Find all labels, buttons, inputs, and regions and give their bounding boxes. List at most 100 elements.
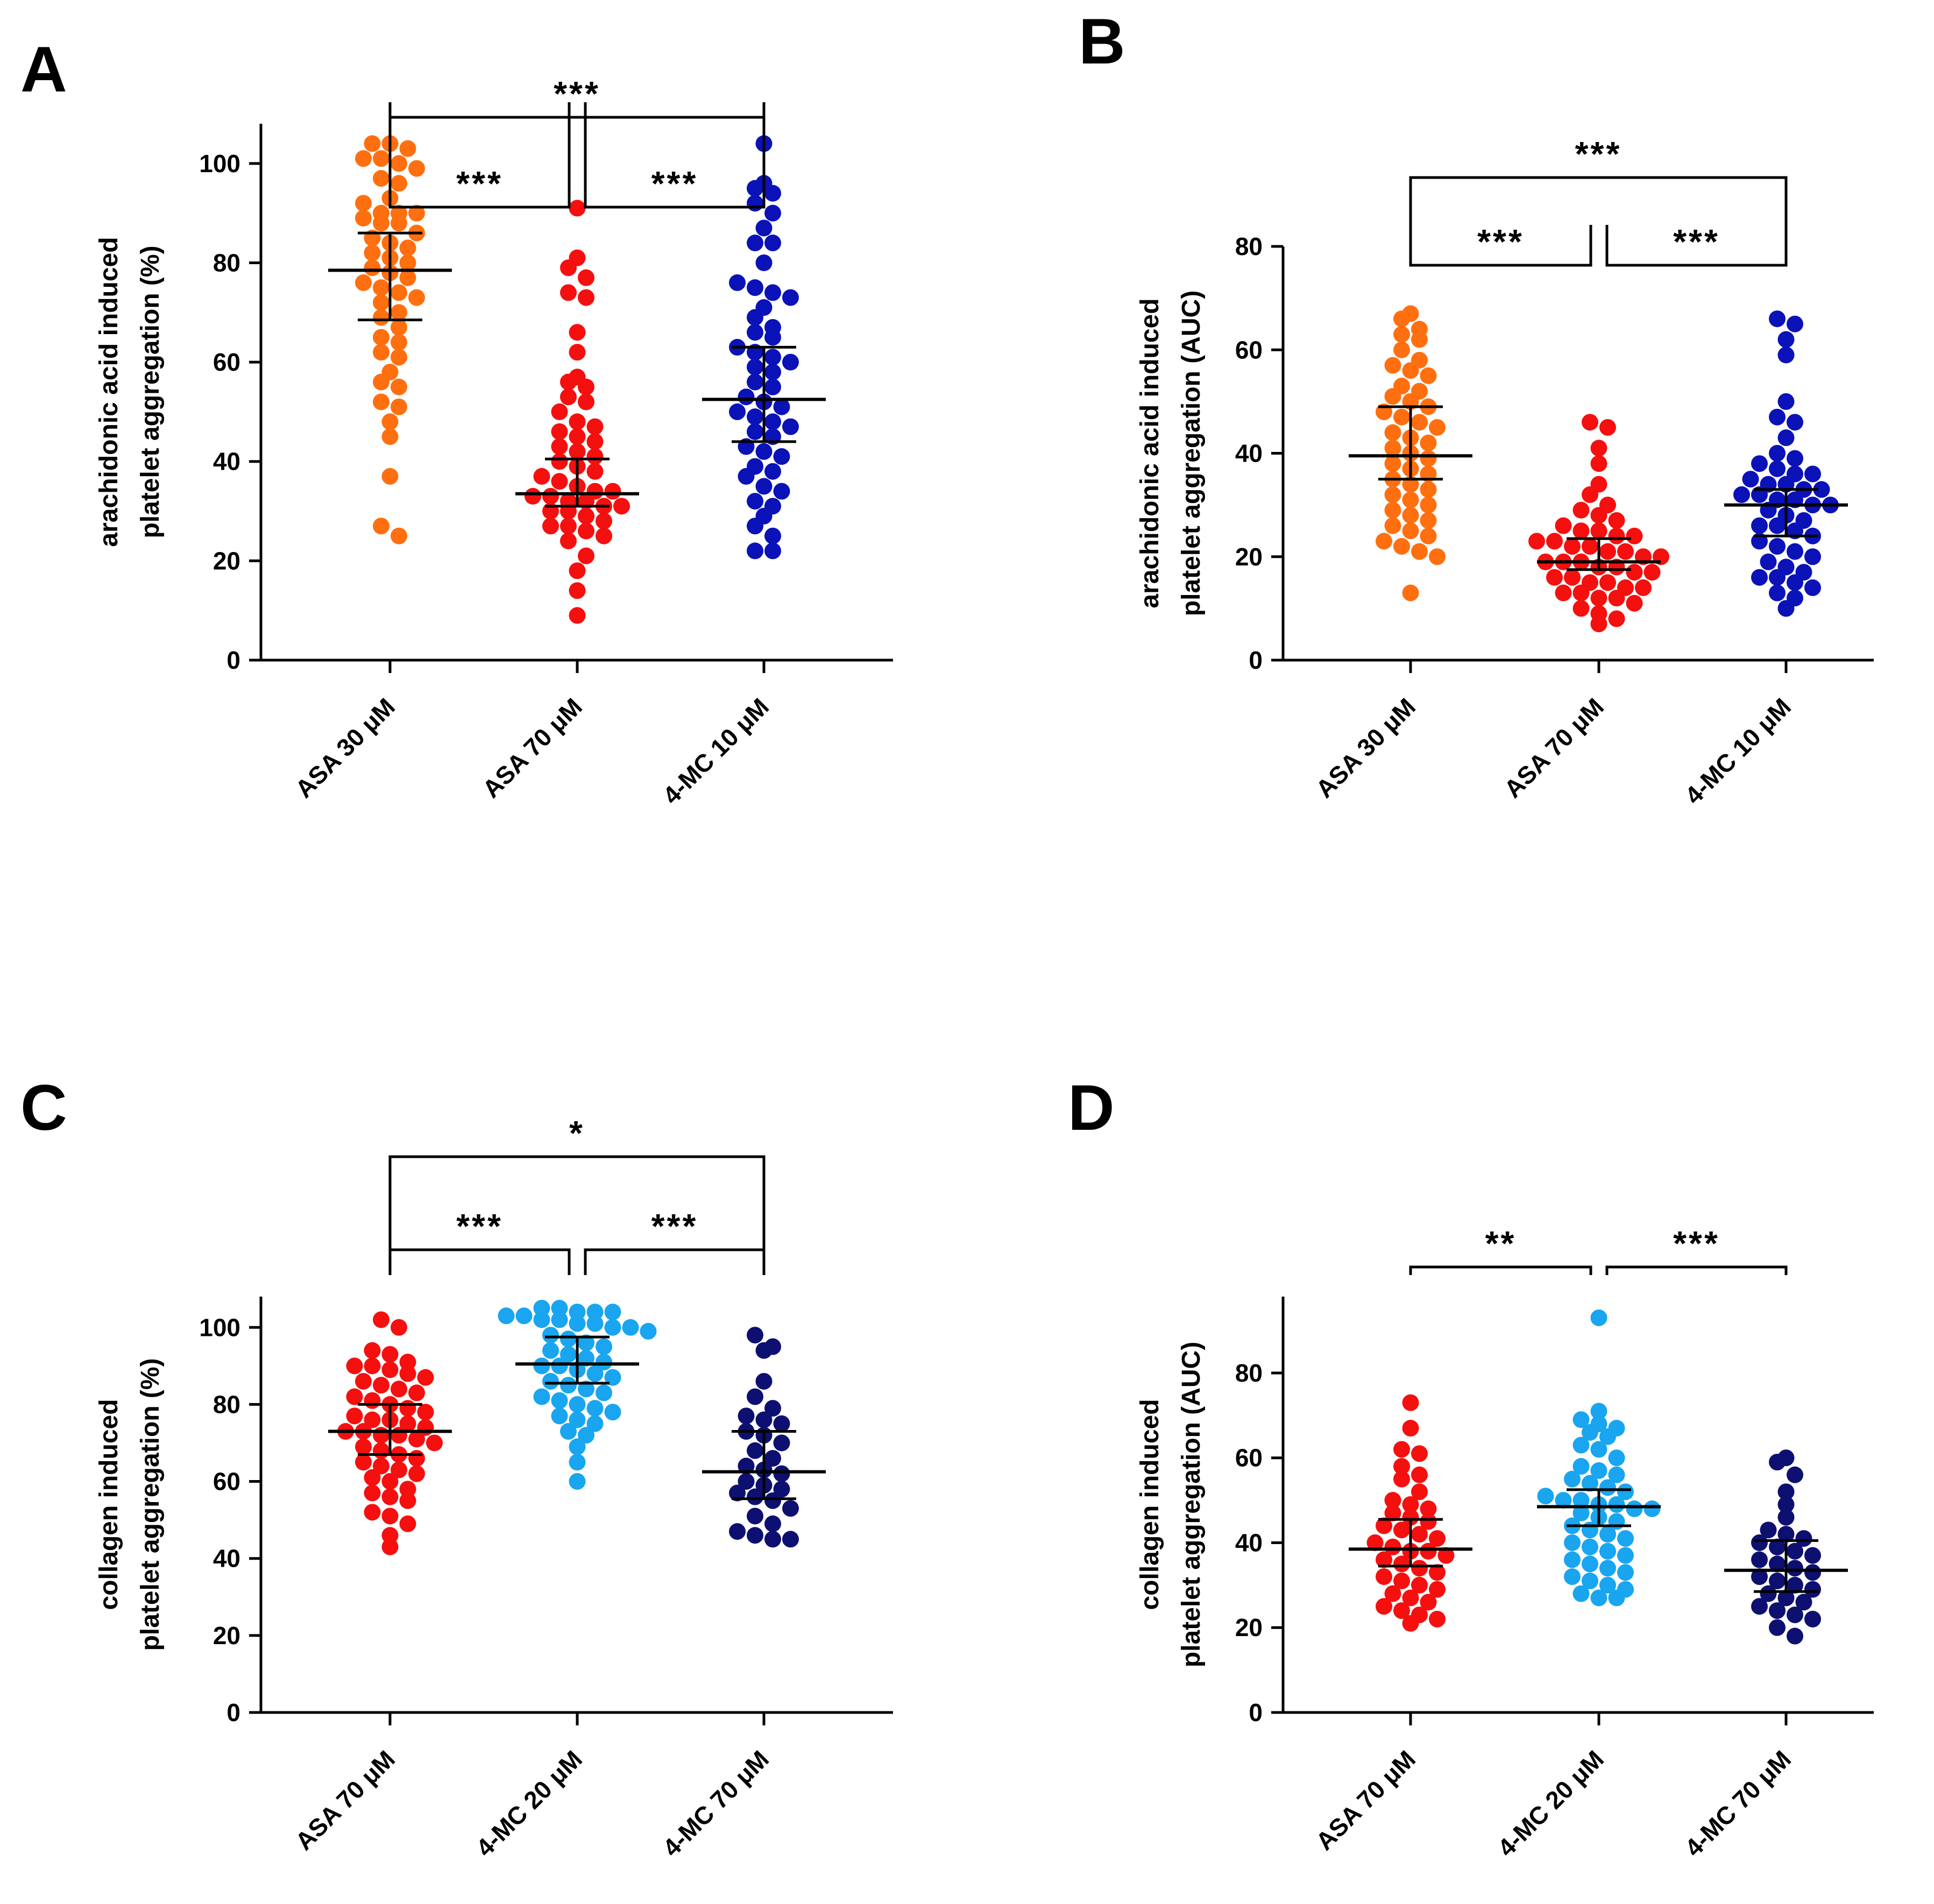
data-point (1429, 1610, 1446, 1627)
data-point (364, 1411, 381, 1428)
data-point (1393, 325, 1410, 343)
data-point (364, 1357, 381, 1375)
data-point (1420, 450, 1437, 467)
data-point (755, 443, 773, 460)
data-point (1384, 1492, 1401, 1509)
panel-letter: A (20, 33, 67, 105)
data-point (381, 1361, 399, 1378)
data-point (346, 1357, 363, 1375)
data-point (355, 209, 372, 227)
data-point (747, 373, 763, 391)
data-point (1608, 610, 1625, 627)
data-point (355, 150, 372, 167)
data-point (755, 254, 773, 271)
data-point (1582, 1538, 1598, 1555)
data-point (1787, 574, 1803, 591)
data-point (1384, 388, 1401, 405)
data-point (1760, 1521, 1777, 1539)
data-point (1769, 408, 1786, 426)
data-point (578, 378, 594, 395)
data-point (1617, 543, 1634, 560)
y-tick-label: 20 (213, 547, 240, 575)
significance-label: *** (456, 1207, 503, 1245)
data-point (773, 1465, 790, 1482)
data-point (773, 1415, 790, 1432)
data-point (1420, 1513, 1437, 1530)
data-point (1393, 1470, 1410, 1488)
data-point (408, 1431, 425, 1448)
data-point (1376, 533, 1392, 550)
data-point (542, 1327, 559, 1344)
data-point (1564, 1568, 1581, 1586)
data-point (1787, 315, 1803, 332)
data-point (391, 155, 407, 172)
y-tick-label: 20 (213, 1622, 240, 1650)
data-point (596, 527, 612, 544)
data-point (764, 1492, 781, 1509)
data-point (1384, 1585, 1401, 1602)
data-point (596, 1354, 612, 1371)
data-point (747, 358, 763, 376)
data-point (1555, 1492, 1572, 1509)
data-point (1751, 569, 1768, 586)
data-point (373, 373, 389, 391)
data-point (1599, 1542, 1616, 1560)
data-point (533, 1311, 550, 1328)
data-point (426, 1434, 443, 1452)
data-point (1582, 1424, 1598, 1441)
y-axis-title: arachidonic acid induced (1136, 298, 1164, 608)
data-point (1804, 1610, 1821, 1627)
data-point (551, 423, 568, 440)
data-point (569, 1396, 586, 1413)
significance-bracket (388, 1248, 571, 1275)
significance-bracket (584, 1248, 766, 1275)
data-point (1733, 486, 1750, 503)
data-point (1420, 481, 1437, 498)
data-point (381, 1527, 399, 1544)
data-point (755, 1342, 773, 1359)
data-point (729, 403, 746, 420)
data-point (1411, 1466, 1428, 1483)
data-point (373, 344, 389, 361)
data-point (399, 1492, 416, 1509)
data-point (1608, 590, 1625, 607)
y-tick-label: 40 (1235, 1528, 1263, 1556)
data-point (604, 1369, 621, 1386)
data-point (1402, 522, 1419, 540)
data-point (729, 1523, 746, 1540)
y-tick-label: 80 (213, 249, 240, 277)
data-point (1751, 1551, 1768, 1568)
data-point (1760, 1585, 1777, 1602)
data-point (1804, 465, 1821, 483)
y-tick-label: 40 (1235, 440, 1263, 468)
data-point (1437, 1547, 1455, 1564)
data-point (1420, 1542, 1437, 1560)
data-point (764, 1400, 781, 1417)
data-point (1572, 1585, 1590, 1602)
significance-bracket (1409, 225, 1592, 267)
data-point (1617, 1564, 1634, 1581)
data-point (381, 1488, 399, 1505)
y-tick-label: 60 (1235, 1444, 1263, 1472)
data-point (1742, 471, 1759, 488)
data-point (596, 1384, 612, 1402)
data-point (1384, 455, 1401, 472)
data-point (364, 1342, 381, 1359)
data-point (1787, 1542, 1803, 1560)
data-point (373, 150, 389, 167)
data-point (613, 498, 630, 515)
data-point (391, 304, 407, 321)
data-point (551, 438, 568, 455)
data-point (1402, 1509, 1419, 1526)
data-point (569, 607, 586, 624)
data-point (1582, 538, 1598, 555)
data-point (578, 1334, 594, 1351)
data-point (1429, 419, 1446, 436)
data-point (399, 269, 416, 286)
data-point (399, 239, 416, 257)
data-point (747, 423, 763, 440)
data-point (569, 443, 586, 460)
data-point (408, 1384, 425, 1402)
data-point (586, 418, 604, 435)
data-point (1599, 1560, 1616, 1577)
